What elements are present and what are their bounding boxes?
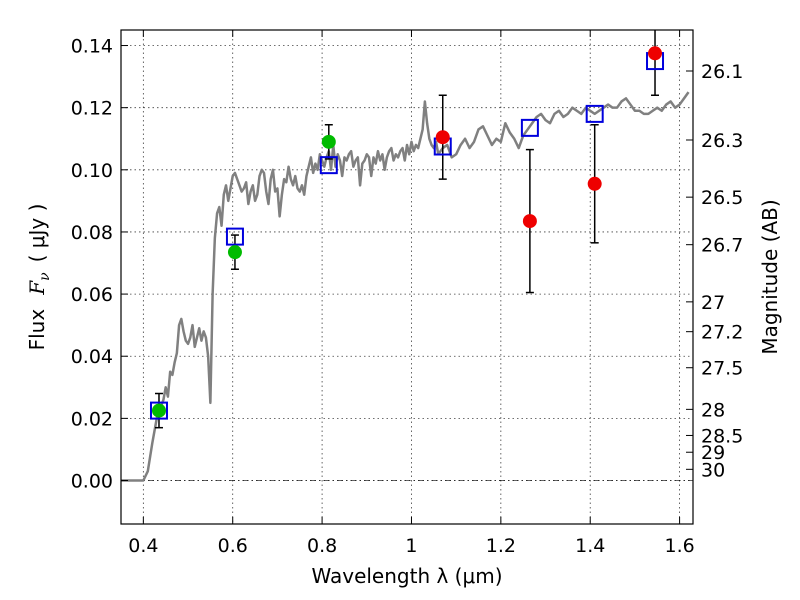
y-tick-label: 0.12 bbox=[71, 98, 113, 120]
y-axis-label-symbol: F bbox=[25, 280, 49, 296]
model-spectrum-line bbox=[121, 91, 690, 482]
x-axis-label: Wavelength λ (μm) bbox=[311, 564, 502, 588]
plot-frame bbox=[120, 29, 694, 525]
x-tick-label: 1.2 bbox=[486, 535, 516, 557]
optical-observed-point bbox=[151, 403, 166, 418]
y-tick-label: 0.02 bbox=[71, 408, 113, 430]
x-tick-label: 0.4 bbox=[128, 535, 158, 557]
optical-observed-point bbox=[321, 134, 336, 149]
x-tick-label: 1 bbox=[405, 535, 417, 557]
nir-observed-point bbox=[435, 130, 450, 145]
magnitude-tick-label: 30 bbox=[701, 459, 725, 481]
model-photometry-point bbox=[225, 227, 244, 246]
y-axis-label-subscript: ν bbox=[37, 272, 53, 281]
y2-axis-label: Magnitude (AB) bbox=[758, 199, 782, 354]
x-tick-label: 1.6 bbox=[664, 535, 694, 557]
y-tick-label: 0.08 bbox=[71, 222, 113, 244]
magnitude-tick-label: 27.2 bbox=[701, 322, 743, 344]
y-axis-label: Flux Fν ( μJy ) bbox=[25, 204, 53, 351]
magnitude-tick-label: 28 bbox=[701, 399, 725, 421]
model-photometry-point bbox=[520, 118, 539, 137]
y-tick-label: 0.10 bbox=[71, 160, 113, 182]
magnitude-tick-label: 28.5 bbox=[701, 425, 743, 447]
model-photometry-point bbox=[149, 401, 168, 420]
nir-observed-point bbox=[587, 176, 602, 191]
nir-observed-point bbox=[648, 46, 663, 61]
y-tick-label: 0.00 bbox=[71, 471, 113, 493]
y-axis-label-unit: ( μJy ) bbox=[25, 204, 49, 263]
y-tick-label: 0.06 bbox=[71, 284, 113, 306]
x-tick-label: 0.8 bbox=[307, 535, 337, 557]
model-photometry-point bbox=[319, 156, 338, 175]
magnitude-tick-label: 27.5 bbox=[701, 358, 743, 380]
x-tick-label: 1.4 bbox=[575, 535, 605, 557]
magnitude-tick-label: 26.7 bbox=[701, 235, 743, 257]
magnitude-tick-label: 26.3 bbox=[701, 130, 743, 152]
y-axis-label-text: Flux bbox=[25, 309, 49, 351]
plot-area bbox=[121, 30, 690, 482]
model-photometry-point bbox=[585, 104, 604, 123]
x-tick-label: 0.6 bbox=[218, 535, 248, 557]
magnitude-tick-label: 27 bbox=[701, 292, 725, 314]
magnitude-tick-label: 26.1 bbox=[701, 61, 743, 83]
magnitude-tick-label: 26.5 bbox=[701, 187, 743, 209]
y-tick-label: 0.04 bbox=[71, 346, 113, 368]
axis-ticks: 0.4 0.6 0.8 1 1.2 1.4 1.6 0.00 0.02 0.04 0.06 0.08 0… bbox=[71, 30, 743, 557]
y-tick-label: 0.14 bbox=[71, 36, 113, 58]
magnitude-tick-label: 29 bbox=[701, 442, 725, 464]
grid-lines bbox=[121, 30, 693, 524]
optical-observed-point bbox=[227, 245, 242, 260]
nir-observed-point bbox=[522, 214, 537, 229]
